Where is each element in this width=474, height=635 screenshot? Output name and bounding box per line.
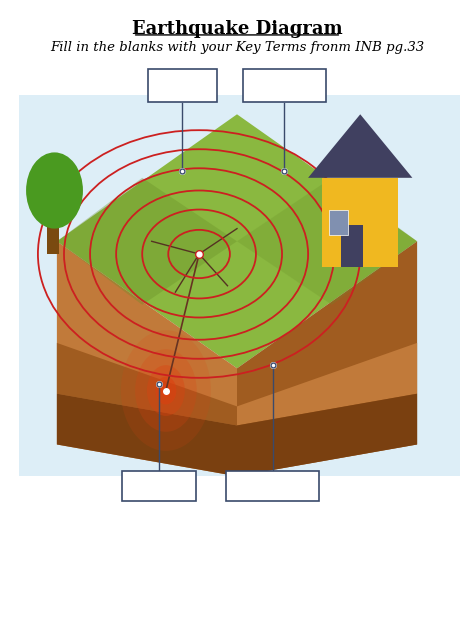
Circle shape xyxy=(161,384,171,397)
Polygon shape xyxy=(308,114,412,178)
FancyBboxPatch shape xyxy=(122,471,195,501)
FancyBboxPatch shape xyxy=(47,210,59,254)
Circle shape xyxy=(155,377,176,404)
Circle shape xyxy=(121,330,211,451)
FancyBboxPatch shape xyxy=(341,225,363,267)
FancyBboxPatch shape xyxy=(148,69,217,102)
FancyBboxPatch shape xyxy=(243,69,326,102)
Polygon shape xyxy=(237,394,417,476)
Polygon shape xyxy=(57,178,237,305)
Polygon shape xyxy=(57,114,417,368)
Polygon shape xyxy=(237,241,417,476)
Polygon shape xyxy=(237,343,417,425)
Text: Fill in the blanks with your Key Terms fronm INB pg.33: Fill in the blanks with your Key Terms f… xyxy=(50,41,424,54)
Text: Earthquake Diagram: Earthquake Diagram xyxy=(132,20,342,37)
FancyBboxPatch shape xyxy=(322,178,398,267)
Polygon shape xyxy=(237,178,417,305)
Polygon shape xyxy=(57,241,237,476)
Circle shape xyxy=(147,365,185,416)
FancyBboxPatch shape xyxy=(329,210,348,235)
Circle shape xyxy=(135,349,197,432)
Circle shape xyxy=(26,152,83,229)
Polygon shape xyxy=(57,343,237,425)
FancyBboxPatch shape xyxy=(226,471,319,501)
FancyBboxPatch shape xyxy=(19,95,460,476)
Polygon shape xyxy=(57,394,237,476)
